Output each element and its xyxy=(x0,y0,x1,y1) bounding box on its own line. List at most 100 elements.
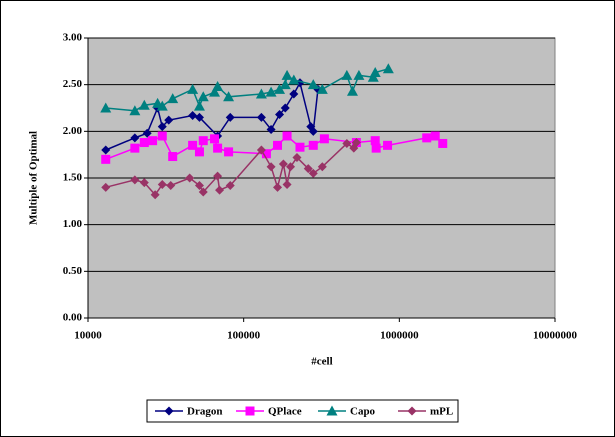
data-point xyxy=(307,79,319,90)
data-point xyxy=(223,91,235,102)
data-point xyxy=(157,122,167,132)
data-point xyxy=(129,105,141,116)
data-point xyxy=(265,86,277,97)
data-point xyxy=(266,162,276,172)
data-point xyxy=(215,185,225,195)
data-point xyxy=(130,175,140,185)
data-point xyxy=(256,145,266,155)
data-point xyxy=(317,162,327,172)
data-point xyxy=(308,126,318,136)
data-point xyxy=(282,131,292,141)
data-point xyxy=(188,140,198,150)
data-point xyxy=(166,180,176,190)
y-tick-label: 1.50 xyxy=(63,172,83,184)
data-point xyxy=(256,112,266,122)
data-point xyxy=(382,63,394,74)
data-point xyxy=(194,180,204,190)
data-point xyxy=(282,180,292,190)
data-point xyxy=(224,147,234,157)
data-point xyxy=(308,168,318,178)
data-point xyxy=(346,85,358,96)
y-tick-label: 0.00 xyxy=(63,312,83,324)
data-point xyxy=(225,112,235,122)
data-point xyxy=(194,147,204,157)
data-point xyxy=(156,100,168,111)
data-point xyxy=(306,122,316,132)
x-axis-title: #cell xyxy=(311,356,332,368)
data-point xyxy=(150,190,160,200)
data-point xyxy=(209,86,221,97)
data-point xyxy=(187,83,199,94)
data-point xyxy=(197,91,209,102)
data-point xyxy=(100,102,112,113)
x-tick-label: 100000 xyxy=(227,330,261,342)
data-point xyxy=(212,81,224,92)
legend-label: QPlace xyxy=(268,406,302,418)
data-point xyxy=(289,89,299,99)
data-point xyxy=(266,124,276,134)
data-point xyxy=(278,159,288,169)
data-point xyxy=(273,182,283,192)
data-point xyxy=(255,88,267,99)
data-point xyxy=(370,136,380,146)
data-point xyxy=(292,152,302,162)
legend-label: Dragon xyxy=(187,406,222,418)
data-point xyxy=(369,67,381,78)
data-point xyxy=(168,152,178,162)
data-point xyxy=(138,99,150,110)
data-point xyxy=(274,83,286,94)
data-point xyxy=(101,145,111,155)
data-point xyxy=(185,173,195,183)
legend-marker xyxy=(245,406,255,416)
data-point xyxy=(281,69,293,80)
legend-marker xyxy=(326,405,338,416)
data-point xyxy=(280,103,290,113)
data-point xyxy=(341,69,353,80)
legend xyxy=(146,399,459,423)
data-point xyxy=(371,143,381,153)
data-point xyxy=(194,112,204,122)
data-point xyxy=(164,115,174,125)
data-point xyxy=(319,134,329,144)
legend-label: mPL xyxy=(430,406,453,418)
data-point xyxy=(101,154,111,164)
y-tick-label: 2.00 xyxy=(63,125,83,137)
data-point xyxy=(261,149,271,159)
data-point xyxy=(130,143,140,153)
data-point xyxy=(142,128,152,138)
data-point xyxy=(198,136,208,146)
data-point xyxy=(225,180,235,190)
legend-label: Capo xyxy=(350,406,376,418)
data-point xyxy=(210,134,220,144)
x-tick-label: 10000 xyxy=(74,330,102,342)
data-point xyxy=(275,110,285,120)
data-point xyxy=(286,162,296,172)
y-tick-label: 2.50 xyxy=(63,78,83,90)
data-point xyxy=(157,131,167,141)
data-point xyxy=(353,69,365,80)
data-point xyxy=(101,182,111,192)
data-point xyxy=(188,110,198,120)
data-point xyxy=(213,143,223,153)
y-tick-label: 1.00 xyxy=(63,218,83,230)
data-point xyxy=(288,74,300,85)
data-point xyxy=(139,178,149,188)
x-tick-label: 1000000 xyxy=(380,330,419,342)
data-point xyxy=(273,140,283,150)
data-point xyxy=(193,100,205,111)
y-tick-label: 0.50 xyxy=(63,265,83,277)
data-point xyxy=(308,140,318,150)
data-point xyxy=(316,83,328,94)
data-point xyxy=(430,131,440,141)
data-point xyxy=(198,187,208,197)
data-point xyxy=(422,133,432,143)
data-point xyxy=(213,171,223,181)
data-point xyxy=(295,142,305,152)
data-point xyxy=(139,138,149,148)
data-point xyxy=(303,164,313,174)
data-point xyxy=(383,140,393,150)
y-axis-title: Multiple of Optimal xyxy=(28,131,40,225)
legend-marker xyxy=(407,406,417,416)
data-point xyxy=(167,93,179,104)
